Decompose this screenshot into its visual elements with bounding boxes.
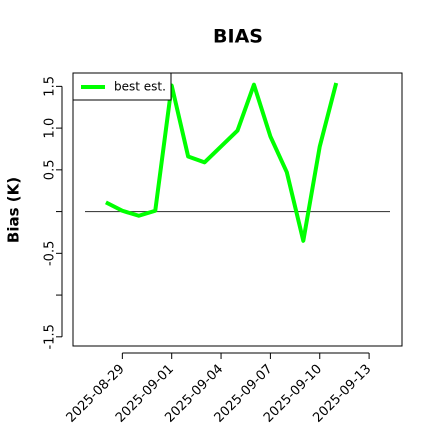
y-tick-label: 1.0 bbox=[43, 118, 58, 139]
legend-box bbox=[72, 72, 172, 101]
data-line bbox=[104, 82, 339, 243]
y-tick-label: -1.5 bbox=[43, 324, 58, 349]
y-tick-label: 1.5 bbox=[43, 76, 58, 97]
y-tick-label: -0.5 bbox=[43, 241, 58, 266]
y-tick-label: 0.5 bbox=[43, 160, 58, 181]
legend-label: best est. bbox=[114, 80, 166, 94]
plot-frame bbox=[72, 72, 403, 347]
y-axis-label: Bias (K) bbox=[5, 177, 23, 243]
chart-title: BIAS bbox=[213, 26, 263, 48]
